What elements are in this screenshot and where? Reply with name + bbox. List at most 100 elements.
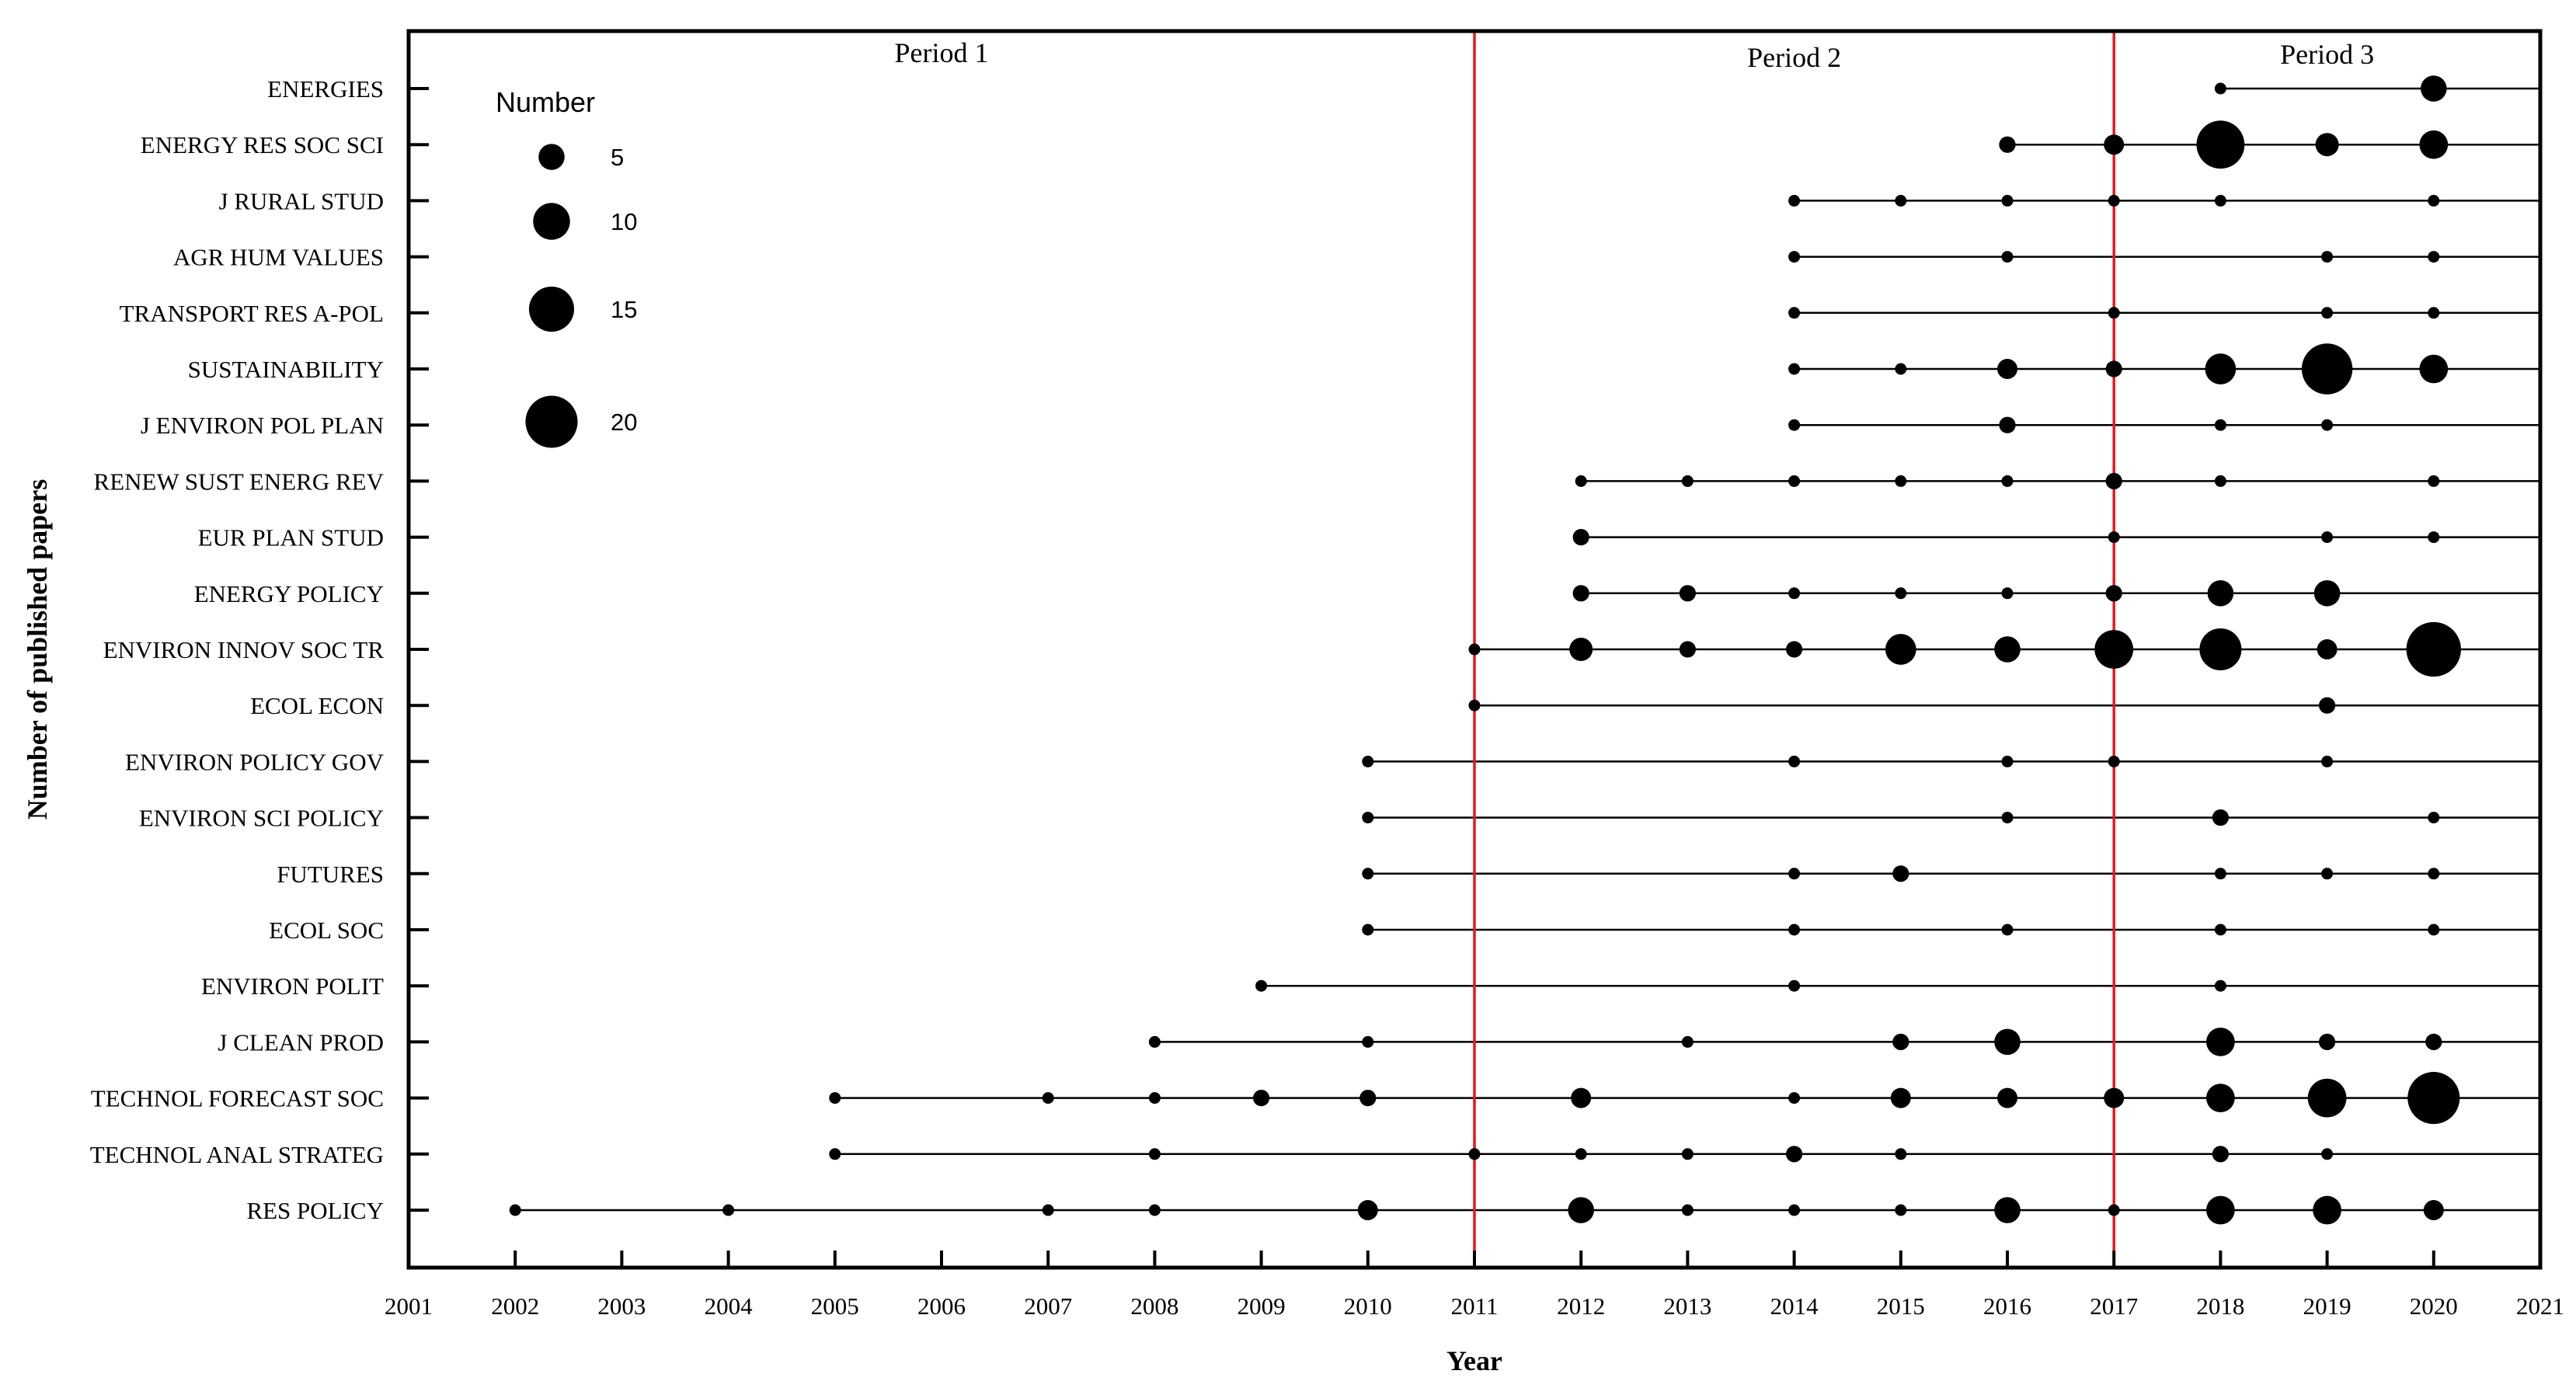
bubble bbox=[1148, 1148, 1161, 1160]
bubble bbox=[2313, 580, 2341, 607]
bubble bbox=[1788, 924, 1801, 936]
bubble bbox=[2108, 755, 2120, 767]
y-tick-label: FUTURES bbox=[277, 861, 384, 888]
y-tick-label: TECHNOL FORECAST SOC bbox=[91, 1085, 384, 1112]
bubble bbox=[1362, 924, 1374, 936]
x-tick-label: 2015 bbox=[1877, 1292, 1925, 1320]
x-tick-label: 2007 bbox=[1024, 1292, 1072, 1320]
bubble bbox=[1568, 1197, 1594, 1223]
x-tick-label: 2013 bbox=[1663, 1292, 1711, 1320]
bubble bbox=[2105, 360, 2122, 377]
bubble bbox=[1788, 868, 1801, 880]
bubble bbox=[2301, 343, 2353, 395]
bubble bbox=[1468, 1148, 1481, 1160]
bubble bbox=[1785, 1146, 1803, 1163]
bubble bbox=[1148, 1035, 1161, 1048]
y-tick-label: J RURAL STUD bbox=[219, 187, 384, 214]
bubble bbox=[2214, 194, 2226, 207]
bubble bbox=[2419, 354, 2449, 384]
bubble bbox=[1892, 1033, 1909, 1051]
bubble bbox=[2321, 419, 2334, 431]
bubble bbox=[1575, 1148, 1587, 1160]
legend-bubble bbox=[533, 203, 570, 240]
bubble bbox=[2105, 585, 2122, 602]
bubble bbox=[1999, 136, 2016, 153]
x-tick-label: 2010 bbox=[1344, 1292, 1392, 1320]
bubble bbox=[2317, 639, 2338, 659]
bubble bbox=[1895, 475, 1907, 487]
bubble bbox=[1890, 1087, 1911, 1108]
bubble bbox=[1148, 1092, 1161, 1105]
bubble bbox=[1681, 1204, 1694, 1216]
x-tick-label: 2002 bbox=[491, 1292, 539, 1320]
y-tick-label: ENVIRON INNOV SOC TR bbox=[103, 636, 385, 663]
bubble bbox=[2214, 924, 2226, 936]
bubble bbox=[722, 1204, 735, 1216]
y-tick-label: J CLEAN PROD bbox=[218, 1028, 384, 1056]
bubble bbox=[2206, 1084, 2235, 1112]
y-tick-label: ENVIRON SCI POLICY bbox=[139, 805, 384, 832]
bubble bbox=[1468, 643, 1481, 656]
bubble bbox=[2321, 755, 2334, 767]
bubble bbox=[2212, 809, 2230, 826]
bubble bbox=[1997, 359, 2017, 379]
bubble bbox=[2421, 75, 2447, 102]
period-label: Period 1 bbox=[895, 37, 989, 68]
bubble bbox=[2104, 1087, 2125, 1108]
bubble bbox=[2214, 82, 2226, 95]
size-legend: Number 5 10 15 20 bbox=[496, 86, 637, 448]
bubble bbox=[829, 1092, 841, 1105]
bubble bbox=[1571, 1087, 1592, 1108]
x-tick-label: 2021 bbox=[2516, 1292, 2564, 1320]
bubble bbox=[2406, 621, 2461, 677]
bubble bbox=[1788, 979, 1801, 992]
x-tick-label: 2005 bbox=[811, 1292, 859, 1320]
bubble bbox=[2094, 630, 2134, 669]
bubble bbox=[2001, 194, 2014, 207]
bubble bbox=[1362, 755, 1374, 767]
bubble bbox=[509, 1204, 521, 1216]
bubble bbox=[1788, 755, 1801, 767]
bubble bbox=[2214, 868, 2226, 880]
bubble bbox=[2108, 307, 2120, 319]
bubble bbox=[2214, 419, 2226, 431]
bubble bbox=[829, 1148, 841, 1160]
bubble bbox=[2207, 580, 2234, 607]
x-tick-label: 2016 bbox=[1983, 1292, 2031, 1320]
x-tick-label: 2011 bbox=[1451, 1292, 1499, 1320]
bubble bbox=[2214, 979, 2226, 992]
x-tick-label: 2018 bbox=[2196, 1292, 2244, 1320]
legend-label: 5 bbox=[611, 144, 624, 171]
bubble bbox=[1994, 1028, 2021, 1056]
bubble bbox=[2105, 472, 2122, 490]
bubble bbox=[1681, 1148, 1694, 1160]
bubble bbox=[1999, 416, 2016, 433]
bubble bbox=[2001, 251, 2014, 263]
bubble bbox=[2199, 628, 2242, 671]
legend-title: Number bbox=[496, 86, 595, 118]
x-tick-label: 2006 bbox=[917, 1292, 966, 1320]
bubble bbox=[1892, 865, 1909, 882]
bubble bbox=[2108, 194, 2120, 207]
x-tick-label: 2009 bbox=[1238, 1292, 1286, 1320]
bubble bbox=[1148, 1204, 1161, 1216]
y-tick-label: ENERGIES bbox=[267, 75, 384, 103]
bubble bbox=[1788, 307, 1801, 319]
legend-bubble bbox=[528, 286, 575, 332]
bubble bbox=[2307, 1078, 2347, 1118]
bubble bbox=[1681, 1035, 1694, 1048]
bubble bbox=[2321, 251, 2334, 263]
bubbles bbox=[509, 75, 2461, 1225]
y-tick-label: SUSTAINABILITY bbox=[188, 356, 384, 383]
legend-label: 10 bbox=[611, 208, 637, 235]
bubble bbox=[2321, 307, 2334, 319]
legend-bubble bbox=[538, 144, 565, 170]
bubble bbox=[2205, 353, 2237, 384]
bubble bbox=[1681, 475, 1694, 487]
bubble bbox=[1575, 475, 1587, 487]
y-tick-label: ENVIRON POLIT bbox=[201, 972, 384, 1000]
bubble bbox=[1362, 1035, 1374, 1048]
bubble bbox=[2428, 812, 2440, 824]
y-tick-label: ECOL ECON bbox=[250, 692, 384, 719]
